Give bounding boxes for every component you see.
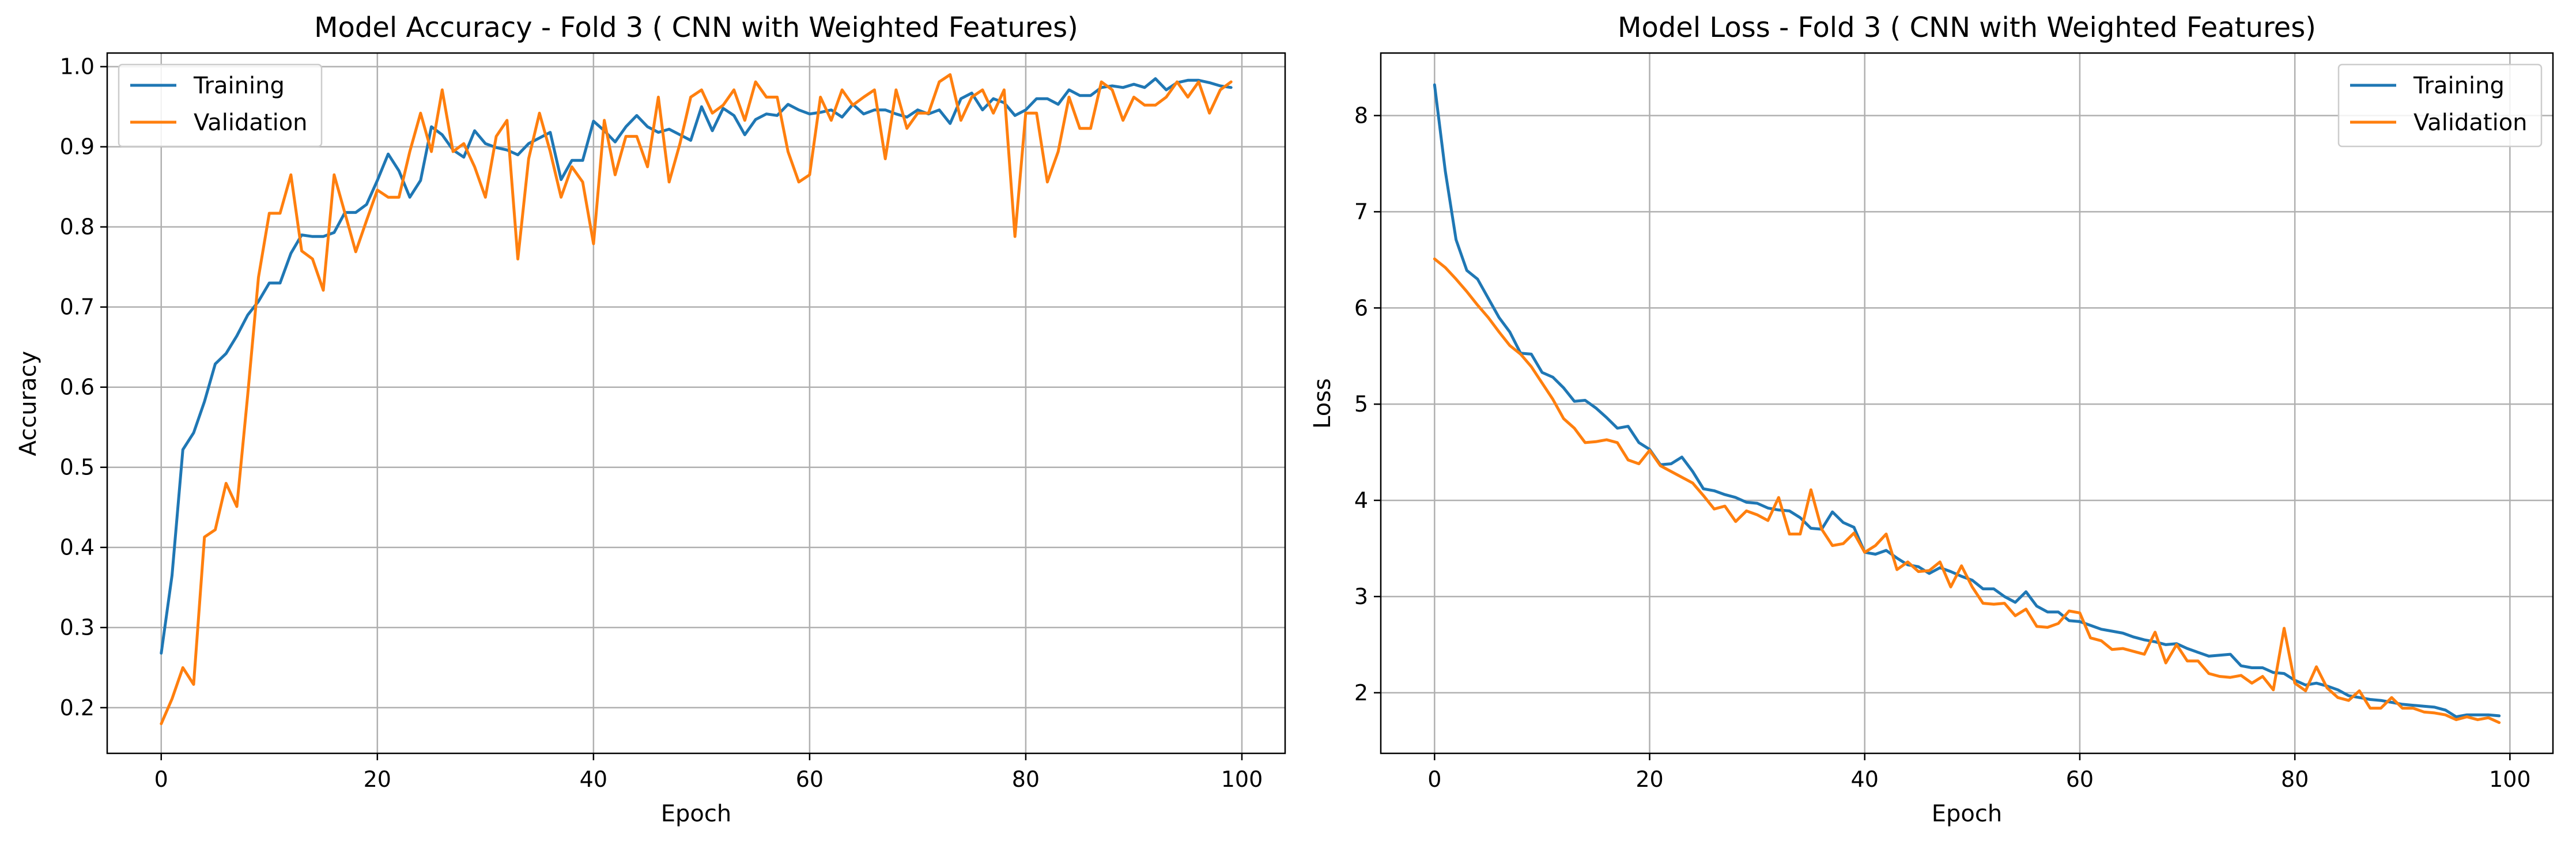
loss-y-tick-label: 8: [1354, 103, 1368, 128]
loss-y-tick-label: 6: [1354, 295, 1368, 320]
accuracy-legend-training: Training: [193, 73, 285, 99]
loss-chart-xlabel: Epoch: [1932, 801, 2002, 827]
accuracy-y-tick-label: 0.3: [60, 615, 95, 640]
loss-legend: Training Validation: [2337, 63, 2543, 148]
loss-x-tick-label: 100: [2489, 767, 2531, 792]
accuracy-x-tick-label: 20: [364, 767, 391, 792]
accuracy-y-tick-label: 0.7: [60, 295, 95, 320]
accuracy-validation-line: [160, 73, 1233, 726]
loss-y-tick-label: 4: [1354, 488, 1368, 513]
accuracy-legend-validation: Validation: [194, 110, 308, 136]
loss-x-tick-label: 40: [1851, 767, 1879, 792]
accuracy-y-tick-label: 0.4: [60, 535, 95, 560]
accuracy-chart-ylabel: Accuracy: [15, 351, 41, 457]
accuracy-y-tick-label: 0.8: [60, 214, 95, 240]
accuracy-y-tick-label: 1.0: [60, 54, 95, 80]
accuracy-y-tick-label: 0.5: [60, 455, 95, 480]
accuracy-y-tick-label: 0.2: [60, 695, 95, 720]
accuracy-training-line: [160, 77, 1233, 655]
loss-y-tick-label: 5: [1354, 391, 1368, 417]
loss-legend-validation: Validation: [2413, 110, 2528, 136]
accuracy-chart-xlabel: Epoch: [661, 801, 731, 827]
loss-x-tick-label: 20: [1636, 767, 1663, 792]
accuracy-chart: Model Accuracy - Fold 3 ( CNN with Weigh…: [15, 12, 1286, 827]
accuracy-legend: Training Validation: [118, 63, 323, 148]
accuracy-x-tick-label: 80: [1012, 767, 1040, 792]
loss-validation-line: [1433, 257, 2501, 725]
accuracy-x-tick-label: 40: [580, 767, 607, 792]
loss-y-tick-label: 7: [1354, 199, 1368, 224]
loss-legend-training: Training: [2413, 73, 2505, 99]
accuracy-x-tick-label: 100: [1221, 767, 1263, 792]
accuracy-y-tick-label: 0.6: [60, 375, 95, 400]
loss-x-tick-label: 0: [1427, 767, 1441, 792]
loss-y-tick-label: 3: [1354, 584, 1368, 609]
loss-chart: Model Loss - Fold 3 ( CNN with Weighted …: [1309, 12, 2554, 827]
loss-chart-ylabel: Loss: [1309, 378, 1336, 429]
accuracy-x-tick-label: 0: [154, 767, 168, 792]
accuracy-y-tick-label: 0.9: [60, 134, 95, 160]
accuracy-x-tick-label: 60: [796, 767, 824, 792]
loss-x-tick-label: 80: [2281, 767, 2309, 792]
loss-y-tick-label: 2: [1354, 680, 1368, 706]
loss-x-tick-label: 60: [2066, 767, 2094, 792]
accuracy-chart-title: Model Accuracy - Fold 3 ( CNN with Weigh…: [314, 12, 1078, 44]
loss-chart-title: Model Loss - Fold 3 ( CNN with Weighted …: [1618, 12, 2316, 44]
